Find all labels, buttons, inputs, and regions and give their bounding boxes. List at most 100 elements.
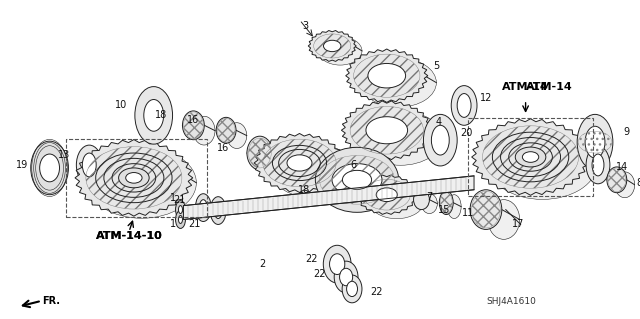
Text: 22: 22 xyxy=(371,287,383,297)
Ellipse shape xyxy=(76,145,102,185)
Text: 2: 2 xyxy=(260,259,266,269)
Text: 21: 21 xyxy=(173,195,186,205)
Text: 10: 10 xyxy=(115,100,127,110)
Polygon shape xyxy=(472,119,589,195)
Ellipse shape xyxy=(332,164,382,196)
Ellipse shape xyxy=(40,154,60,182)
Ellipse shape xyxy=(323,40,341,52)
Ellipse shape xyxy=(592,154,604,176)
Ellipse shape xyxy=(361,58,436,107)
Ellipse shape xyxy=(359,111,442,165)
Text: ATM-14-10: ATM-14-10 xyxy=(96,231,163,241)
Ellipse shape xyxy=(193,116,215,145)
Polygon shape xyxy=(341,101,432,160)
Ellipse shape xyxy=(366,117,408,144)
Ellipse shape xyxy=(607,167,627,193)
Text: 9: 9 xyxy=(624,127,630,137)
Ellipse shape xyxy=(287,155,312,171)
Text: 13: 13 xyxy=(58,150,70,160)
Polygon shape xyxy=(308,31,356,61)
Ellipse shape xyxy=(199,200,207,216)
Ellipse shape xyxy=(182,111,204,140)
Text: 8: 8 xyxy=(637,178,640,188)
Ellipse shape xyxy=(376,188,397,202)
Text: 11: 11 xyxy=(462,208,474,218)
Ellipse shape xyxy=(515,147,546,167)
Text: 14: 14 xyxy=(616,162,628,172)
Ellipse shape xyxy=(272,144,355,198)
Text: ATM-14: ATM-14 xyxy=(525,82,572,92)
Text: 21: 21 xyxy=(188,219,200,229)
Ellipse shape xyxy=(323,245,351,283)
Text: ATM-14-10: ATM-14-10 xyxy=(95,231,163,241)
Ellipse shape xyxy=(318,37,362,65)
Polygon shape xyxy=(184,176,474,219)
Ellipse shape xyxy=(585,126,605,158)
Polygon shape xyxy=(75,139,193,216)
Text: 18: 18 xyxy=(154,110,167,120)
Ellipse shape xyxy=(31,141,68,195)
Ellipse shape xyxy=(179,206,182,213)
Ellipse shape xyxy=(447,195,461,219)
Text: 22: 22 xyxy=(313,269,326,279)
Ellipse shape xyxy=(211,197,226,225)
Text: 17: 17 xyxy=(511,219,524,229)
Ellipse shape xyxy=(214,203,222,219)
Text: 20: 20 xyxy=(460,128,472,138)
Ellipse shape xyxy=(175,211,186,228)
Text: 16: 16 xyxy=(188,115,200,125)
Ellipse shape xyxy=(577,115,613,170)
Text: 22: 22 xyxy=(305,254,317,264)
Text: 5: 5 xyxy=(433,61,440,71)
Ellipse shape xyxy=(439,191,453,215)
Polygon shape xyxy=(356,175,417,214)
Ellipse shape xyxy=(247,136,273,170)
Ellipse shape xyxy=(368,63,406,88)
Ellipse shape xyxy=(488,129,597,199)
Text: 18: 18 xyxy=(298,185,310,195)
Text: 6: 6 xyxy=(350,160,356,170)
Ellipse shape xyxy=(488,200,520,239)
Ellipse shape xyxy=(118,168,149,188)
Text: 15: 15 xyxy=(438,204,451,215)
Ellipse shape xyxy=(316,147,399,212)
Ellipse shape xyxy=(195,194,211,221)
Ellipse shape xyxy=(179,216,182,224)
Text: 1: 1 xyxy=(170,193,175,203)
Text: 12: 12 xyxy=(480,93,492,102)
Ellipse shape xyxy=(334,261,358,293)
Text: ATM-14: ATM-14 xyxy=(502,82,549,92)
Text: FR.: FR. xyxy=(42,296,60,306)
Ellipse shape xyxy=(227,123,247,148)
Text: 16: 16 xyxy=(217,143,229,153)
Text: 4: 4 xyxy=(435,117,442,127)
Text: 7: 7 xyxy=(426,192,433,202)
Ellipse shape xyxy=(470,190,502,229)
Ellipse shape xyxy=(330,254,345,274)
Ellipse shape xyxy=(175,201,186,219)
Ellipse shape xyxy=(87,147,196,218)
Ellipse shape xyxy=(586,146,610,184)
Ellipse shape xyxy=(615,172,635,198)
Ellipse shape xyxy=(342,170,372,189)
Ellipse shape xyxy=(260,143,286,176)
Ellipse shape xyxy=(216,117,236,143)
Ellipse shape xyxy=(457,93,471,117)
Text: 3: 3 xyxy=(302,21,308,31)
Polygon shape xyxy=(346,49,428,102)
Text: SHJ4A1610: SHJ4A1610 xyxy=(486,297,536,306)
Ellipse shape xyxy=(125,173,142,183)
Ellipse shape xyxy=(522,152,539,162)
Ellipse shape xyxy=(424,115,457,166)
Ellipse shape xyxy=(422,194,437,213)
Ellipse shape xyxy=(340,268,353,286)
Ellipse shape xyxy=(83,153,96,177)
Ellipse shape xyxy=(347,281,358,297)
Ellipse shape xyxy=(135,87,173,144)
Ellipse shape xyxy=(413,190,429,210)
Ellipse shape xyxy=(451,85,477,125)
Ellipse shape xyxy=(431,125,449,155)
Ellipse shape xyxy=(342,275,362,303)
Polygon shape xyxy=(254,133,345,192)
Ellipse shape xyxy=(144,100,164,131)
